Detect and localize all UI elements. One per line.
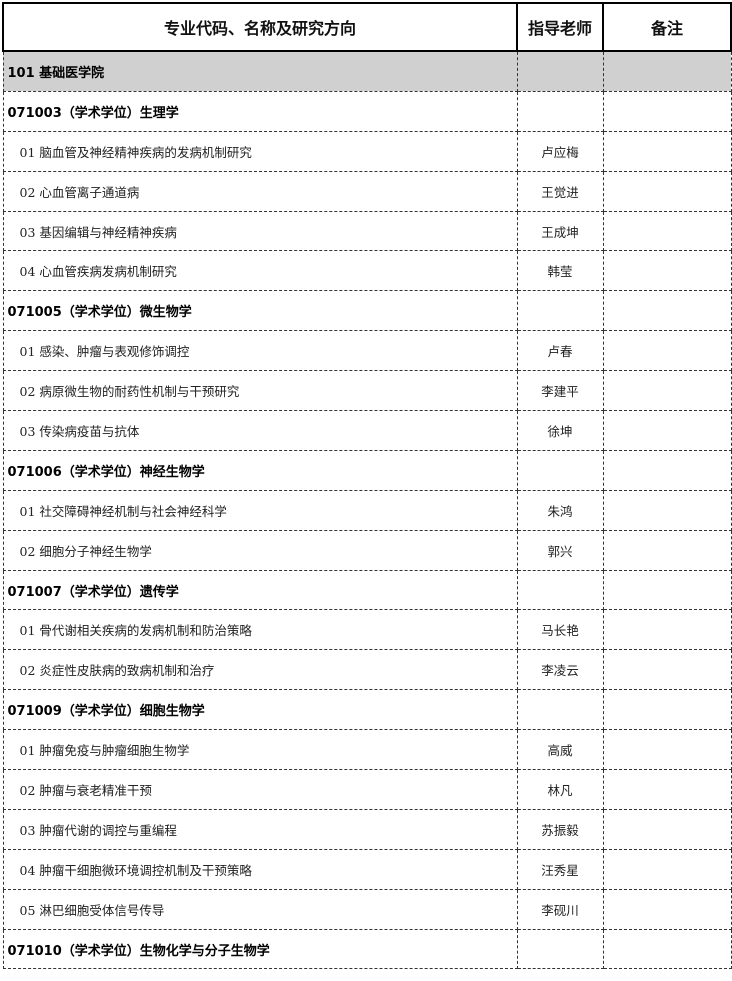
header-advisor: 指导老师	[516, 2, 604, 52]
note-cell	[602, 888, 732, 930]
direction-row: 01 骨代谢相关疾病的发病机制和防治策略 马长艳	[2, 609, 732, 651]
header-program: 专业代码、名称及研究方向	[2, 2, 518, 52]
note-cell	[602, 410, 732, 451]
program-cell: 071005（学术学位）微生物学	[2, 290, 518, 332]
advisor-cell: 李建平	[516, 370, 604, 412]
note-cell	[602, 609, 732, 651]
advisor-cell: 王成坤	[516, 210, 604, 252]
direction-row: 03 基因编辑与神经精神疾病 王成坤	[2, 210, 732, 252]
major-row: 071006（学术学位）神经生物学	[2, 449, 732, 491]
major-row: 071003（学术学位）生理学	[2, 90, 732, 132]
note-cell	[602, 529, 732, 571]
program-cell: 02 病原微生物的耐药性机制与干预研究	[2, 370, 518, 412]
program-cell: 01 肿瘤免疫与肿瘤细胞生物学	[2, 729, 518, 771]
advisor-cell: 卢应梅	[516, 130, 604, 172]
direction-row: 01 感染、肿瘤与表观修饰调控 卢春	[2, 330, 732, 372]
note-cell	[602, 569, 732, 611]
program-cell: 02 细胞分子神经生物学	[2, 529, 518, 571]
direction-row: 04 肿瘤干细胞微环境调控机制及干预策略 汪秀星	[2, 848, 732, 890]
advisor-cell: 郭兴	[516, 529, 604, 571]
school-row: 101 基础医学院	[2, 50, 732, 92]
advisor-cell: 苏振毅	[516, 808, 604, 850]
program-cell: 03 基因编辑与神经精神疾病	[2, 210, 518, 252]
note-cell	[602, 170, 732, 212]
program-cell: 101 基础医学院	[2, 50, 518, 92]
advisor-cell: 林凡	[516, 769, 604, 810]
direction-row: 03 传染病疫苗与抗体 徐坤	[2, 410, 732, 451]
note-cell	[602, 689, 732, 731]
advisor-cell	[516, 928, 604, 970]
note-cell	[602, 370, 732, 412]
program-cell: 04 心血管疾病发病机制研究	[2, 250, 518, 292]
note-cell	[602, 729, 732, 771]
program-cell: 01 骨代谢相关疾病的发病机制和防治策略	[2, 609, 518, 651]
advisor-cell	[516, 90, 604, 132]
program-cell: 071003（学术学位）生理学	[2, 90, 518, 132]
major-row: 071005（学术学位）微生物学	[2, 290, 732, 332]
note-cell	[602, 130, 732, 172]
note-cell	[602, 489, 732, 531]
note-cell	[602, 769, 732, 810]
direction-row: 02 病原微生物的耐药性机制与干预研究 李建平	[2, 370, 732, 412]
program-cell: 03 肿瘤代谢的调控与重编程	[2, 808, 518, 850]
program-cell: 071006（学术学位）神经生物学	[2, 449, 518, 491]
advisor-cell: 马长艳	[516, 609, 604, 651]
table-header: 专业代码、名称及研究方向 指导老师 备注	[2, 2, 732, 52]
advisor-cell: 朱鸿	[516, 489, 604, 531]
program-cell: 02 肿瘤与衰老精准干预	[2, 769, 518, 810]
advisor-cell	[516, 689, 604, 731]
program-cell: 071009（学术学位）细胞生物学	[2, 689, 518, 731]
direction-row: 01 脑血管及神经精神疾病的发病机制研究 卢应梅	[2, 130, 732, 172]
program-cell: 01 脑血管及神经精神疾病的发病机制研究	[2, 130, 518, 172]
note-cell	[602, 250, 732, 292]
direction-row: 02 心血管离子通道病 王觉进	[2, 170, 732, 212]
direction-row: 01 社交障碍神经机制与社会神经科学 朱鸿	[2, 489, 732, 531]
advisor-cell: 李砚川	[516, 888, 604, 930]
program-cell: 03 传染病疫苗与抗体	[2, 410, 518, 451]
direction-row: 05 淋巴细胞受体信号传导 李砚川	[2, 888, 732, 930]
note-cell	[602, 848, 732, 890]
advisor-cell: 汪秀星	[516, 848, 604, 890]
advisor-cell: 高威	[516, 729, 604, 771]
direction-row: 02 炎症性皮肤病的致病机制和治疗 李凌云	[2, 649, 732, 691]
program-cell: 01 社交障碍神经机制与社会神经科学	[2, 489, 518, 531]
direction-row: 04 心血管疾病发病机制研究 韩莹	[2, 250, 732, 292]
advisor-cell	[516, 569, 604, 611]
major-row: 071007（学术学位）遗传学	[2, 569, 732, 611]
direction-row: 03 肿瘤代谢的调控与重编程 苏振毅	[2, 808, 732, 850]
note-cell	[602, 50, 732, 92]
program-cell: 071007（学术学位）遗传学	[2, 569, 518, 611]
advisor-cell: 李凌云	[516, 649, 604, 691]
direction-row: 02 肿瘤与衰老精准干预 林凡	[2, 769, 732, 810]
note-cell	[602, 290, 732, 332]
advisor-cell	[516, 290, 604, 332]
advisor-cell: 徐坤	[516, 410, 604, 451]
program-cell: 05 淋巴细胞受体信号传导	[2, 888, 518, 930]
program-cell: 071010（学术学位）生物化学与分子生物学	[2, 928, 518, 970]
note-cell	[602, 449, 732, 491]
header-note: 备注	[602, 2, 732, 52]
note-cell	[602, 90, 732, 132]
advisor-cell: 韩莹	[516, 250, 604, 292]
note-cell	[602, 649, 732, 691]
advisor-cell	[516, 449, 604, 491]
advisor-cell: 卢春	[516, 330, 604, 372]
advisor-cell: 王觉进	[516, 170, 604, 212]
note-cell	[602, 808, 732, 850]
advisor-cell	[516, 50, 604, 92]
program-cell: 04 肿瘤干细胞微环境调控机制及干预策略	[2, 848, 518, 890]
major-row: 071010（学术学位）生物化学与分子生物学	[2, 928, 732, 970]
note-cell	[602, 330, 732, 372]
program-cell: 01 感染、肿瘤与表观修饰调控	[2, 330, 518, 372]
program-cell: 02 炎症性皮肤病的致病机制和治疗	[2, 649, 518, 691]
direction-row: 01 肿瘤免疫与肿瘤细胞生物学 高威	[2, 729, 732, 771]
direction-row: 02 细胞分子神经生物学 郭兴	[2, 529, 732, 571]
note-cell	[602, 928, 732, 970]
note-cell	[602, 210, 732, 252]
major-row: 071009（学术学位）细胞生物学	[2, 689, 732, 731]
program-cell: 02 心血管离子通道病	[2, 170, 518, 212]
